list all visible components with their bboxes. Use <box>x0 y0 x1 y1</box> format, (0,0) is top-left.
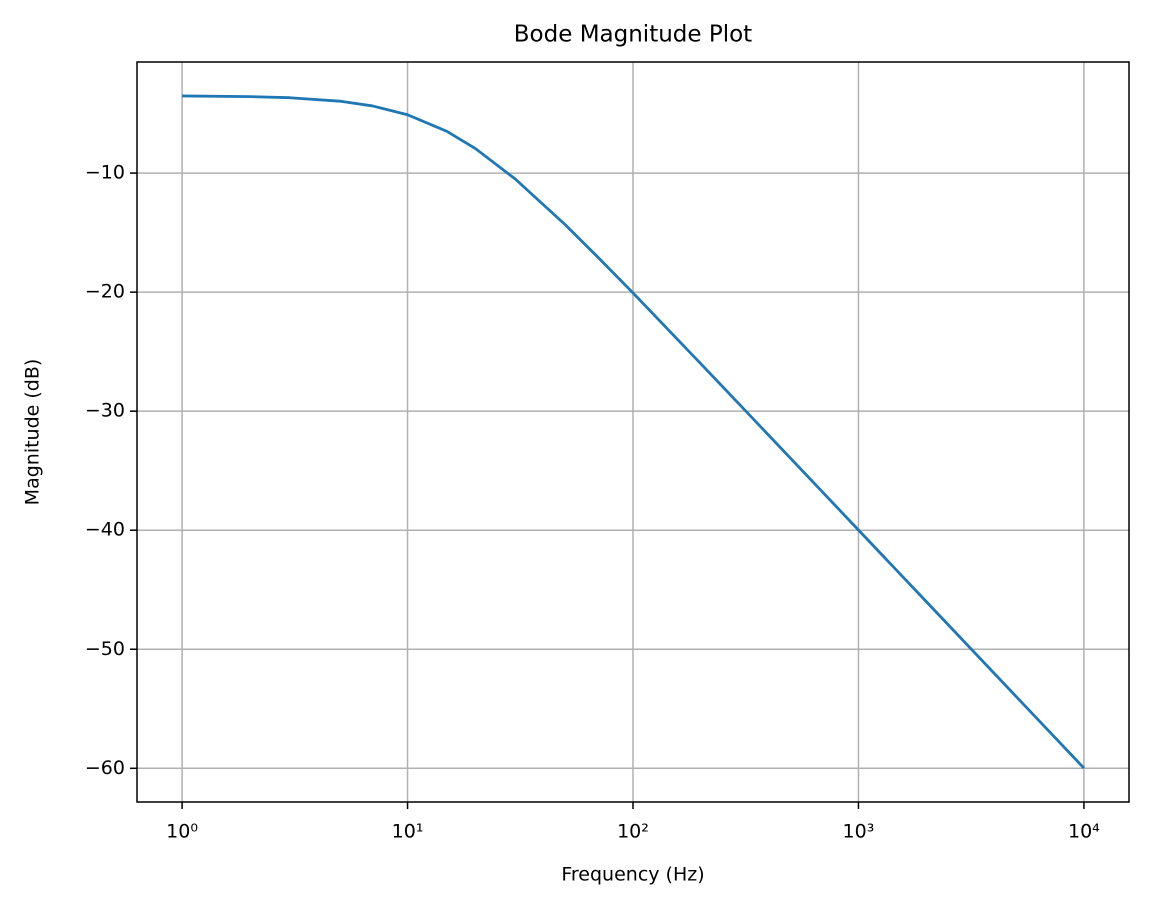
x-axis-label: Frequency (Hz) <box>561 864 704 886</box>
x-tick-label: 10¹ <box>392 821 424 843</box>
y-tick-label: −40 <box>85 519 125 541</box>
data-line <box>182 94 1085 770</box>
x-tick-label: 10⁴ <box>1068 821 1100 843</box>
y-tick-label: −20 <box>85 281 125 303</box>
x-tick-label: 10² <box>617 821 649 843</box>
y-axis-label: Magnitude (dB) <box>22 359 44 506</box>
y-tick-label: −50 <box>85 638 125 660</box>
x-tick-label: 10³ <box>843 821 875 843</box>
x-tick-label: 10⁰ <box>166 821 198 843</box>
chart-title: Bode Magnitude Plot <box>514 22 752 48</box>
y-tick-label: −30 <box>85 400 125 422</box>
y-tick-label: −10 <box>85 162 125 184</box>
plot-frame <box>136 61 1130 803</box>
y-tick-label: −60 <box>85 757 125 779</box>
